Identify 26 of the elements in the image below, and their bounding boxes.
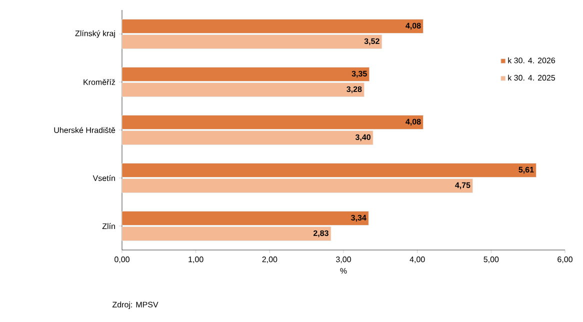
- y-tick-label: Zlínský kraj: [75, 30, 115, 38]
- data-label: 3,52: [364, 38, 380, 46]
- x-tick-label: 2,00: [262, 256, 278, 264]
- data-label: 4,08: [406, 118, 421, 126]
- data-label: 2,83: [313, 230, 328, 238]
- y-tick-label: Kroměříž: [84, 79, 116, 85]
- legend-label: k 30. 4. 2025: [508, 74, 556, 81]
- data-label: 4,75: [455, 182, 470, 190]
- data-label: 3,40: [355, 134, 371, 142]
- text: Zdroj: MPSV: [112, 302, 158, 309]
- x-tick-label: 3,00: [336, 256, 351, 264]
- y-tick-label: Vsetín: [92, 175, 115, 181]
- x-tick-label: 5,00: [484, 256, 499, 264]
- data-label: 5,61: [518, 166, 534, 174]
- y-tick-label: Zlín: [102, 223, 115, 229]
- data-label: 3,28: [346, 86, 362, 94]
- data-label: 4,08: [406, 22, 421, 30]
- x-tick-label: 4,00: [410, 256, 425, 264]
- legend-label: k 30. 4. 2026: [508, 57, 556, 64]
- x-tick-label: 6,00: [558, 256, 572, 264]
- y-tick-label: Uherské Hradiště: [54, 127, 116, 133]
- data-label: 3,34: [351, 214, 366, 222]
- data-label: 3,35: [352, 70, 367, 78]
- x-tick-label: 1,00: [188, 256, 204, 264]
- x-tick-label: 0,00: [114, 256, 130, 264]
- x-axis-title: %: [340, 268, 347, 274]
